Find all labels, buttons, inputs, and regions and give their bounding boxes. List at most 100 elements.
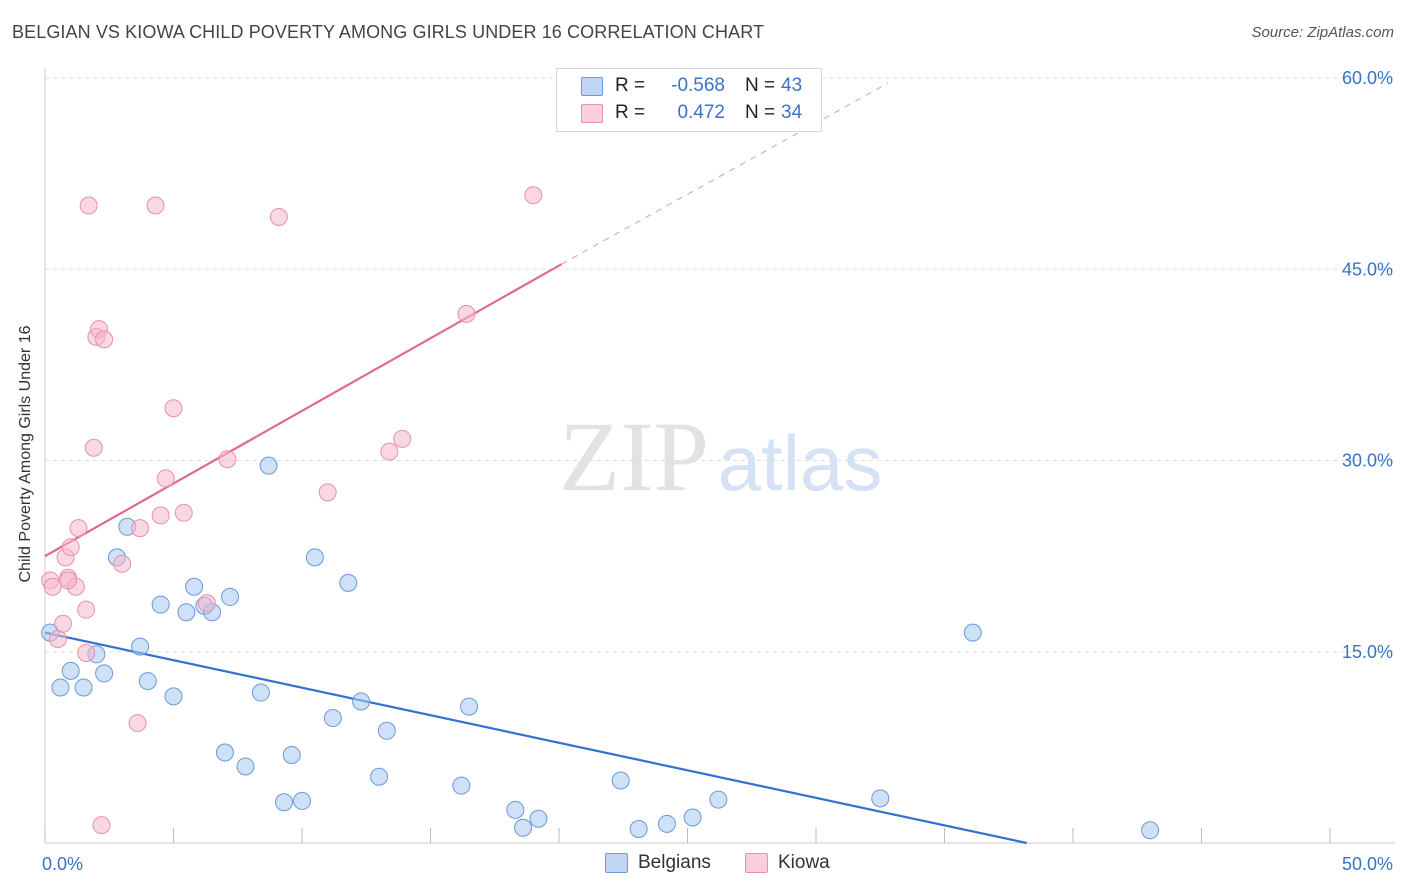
belgian-point <box>259 456 278 475</box>
belgian-point <box>611 771 630 790</box>
kiowa-point <box>164 399 183 418</box>
belgians-legend-label: Belgians <box>638 852 711 873</box>
r-label: R = <box>615 75 646 96</box>
belgian-point <box>514 818 533 837</box>
kiowa-trend-extension <box>561 82 889 265</box>
trend-lines <box>44 82 1027 845</box>
kiowa-point <box>77 600 96 619</box>
kiowa-point <box>92 816 111 835</box>
belgian-point <box>251 683 270 702</box>
belgian-point <box>370 767 389 786</box>
kiowa-point <box>43 577 62 596</box>
kiowa-point <box>69 519 88 538</box>
belgian-point <box>339 573 358 592</box>
belgian-point <box>177 603 196 622</box>
belgian-point <box>506 800 525 819</box>
belgian-point <box>282 746 301 765</box>
belgian-point <box>529 809 548 828</box>
legend-row-belgians: R = -0.568 N = 43 <box>581 73 802 99</box>
belgian-point <box>221 587 240 606</box>
kiowa-point <box>113 554 132 573</box>
source-label: Source: ZipAtlas.com <box>1251 24 1394 41</box>
kiowa-swatch <box>581 103 603 123</box>
belgian-point <box>683 808 702 827</box>
kiowa-point <box>457 304 476 323</box>
n-label: N = <box>745 102 776 123</box>
kiowa-point <box>146 196 165 215</box>
belgian-point <box>871 789 890 808</box>
kiowa-point <box>393 429 412 448</box>
belgian-point <box>452 776 471 795</box>
kiowa-point <box>380 442 399 461</box>
gridlines <box>45 77 1395 653</box>
kiowa-point <box>131 519 150 538</box>
kiowa-point <box>48 630 67 648</box>
belgian-point <box>138 672 157 691</box>
belgians-legend-swatch <box>605 853 628 873</box>
kiowa-point <box>128 714 147 733</box>
kiowa-point <box>53 614 72 633</box>
chart-title: BELGIAN VS KIOWA CHILD POVERTY AMONG GIR… <box>12 22 765 42</box>
kiowa-point <box>218 450 237 469</box>
y-tick-label: 30.0% <box>1342 451 1393 471</box>
belgian-point <box>293 791 311 810</box>
kiowa-point <box>61 538 80 557</box>
svg-text:ZIP: ZIP <box>559 401 709 512</box>
belgian-point <box>74 678 93 697</box>
belgian-point <box>323 709 342 728</box>
n-value: 43 <box>781 75 803 96</box>
belgian-point <box>1141 821 1160 840</box>
legend-row-kiowa: R = 0.472 N = 34 <box>581 100 802 126</box>
r-value: 0.472 <box>677 102 725 123</box>
belgian-point <box>305 548 324 567</box>
belgian-point <box>185 577 204 596</box>
kiowa-point <box>151 506 170 525</box>
r-label: R = <box>615 102 646 123</box>
kiowa-point <box>84 438 103 457</box>
belgian-point <box>709 790 728 809</box>
y-tick-label: 45.0% <box>1342 259 1393 279</box>
svg-text:atlas: atlas <box>718 419 883 507</box>
belgian-point <box>61 661 80 680</box>
kiowa-point <box>79 196 98 215</box>
belgian-point <box>236 757 255 776</box>
belgian-point <box>164 687 183 706</box>
r-value: -0.568 <box>671 75 725 96</box>
y-tick-labels: 15.0% 30.0% 45.0% 60.0% 0.0% 50.0% <box>42 68 1393 874</box>
x-tick-label: 50.0% <box>1342 854 1393 874</box>
belgian-point <box>963 623 982 642</box>
kiowa-point <box>524 186 543 205</box>
belgian-point <box>95 664 114 683</box>
correlation-legend: R = -0.568 N = 43 R = 0.472 N = 34 <box>556 68 822 132</box>
belgian-point <box>352 692 371 711</box>
kiowa-point <box>95 330 114 349</box>
belgian-point <box>657 814 676 833</box>
series-legend: Belgians Kiowa <box>0 852 1406 878</box>
y-tick-label: 60.0% <box>1342 68 1393 88</box>
belgians-swatch <box>581 76 603 96</box>
kiowa-point <box>156 469 175 488</box>
kiowa-legend-label: Kiowa <box>778 852 830 873</box>
legend-item-kiowa: Kiowa <box>745 852 830 874</box>
y-tick-label: 15.0% <box>1342 642 1393 662</box>
axes <box>44 68 1395 844</box>
belgian-point <box>131 637 150 656</box>
belgians-trend-line <box>44 631 1027 845</box>
kiowa-point <box>197 594 216 613</box>
kiowa-legend-swatch <box>745 853 768 873</box>
belgian-point <box>51 678 70 697</box>
x-tick-label: 0.0% <box>42 854 83 874</box>
belgian-point <box>215 743 234 762</box>
belgian-point <box>151 595 170 614</box>
kiowa-point <box>77 644 96 663</box>
data-points <box>41 186 1160 840</box>
kiowa-point <box>318 483 337 502</box>
n-value: 34 <box>781 102 803 123</box>
belgian-point <box>377 721 396 740</box>
legend-item-belgians: Belgians <box>605 852 711 874</box>
kiowa-point <box>269 207 288 226</box>
kiowa-point <box>59 571 78 590</box>
belgian-point <box>460 697 479 716</box>
y-axis-label: Child Poverty Among Girls Under 16 <box>17 325 34 583</box>
